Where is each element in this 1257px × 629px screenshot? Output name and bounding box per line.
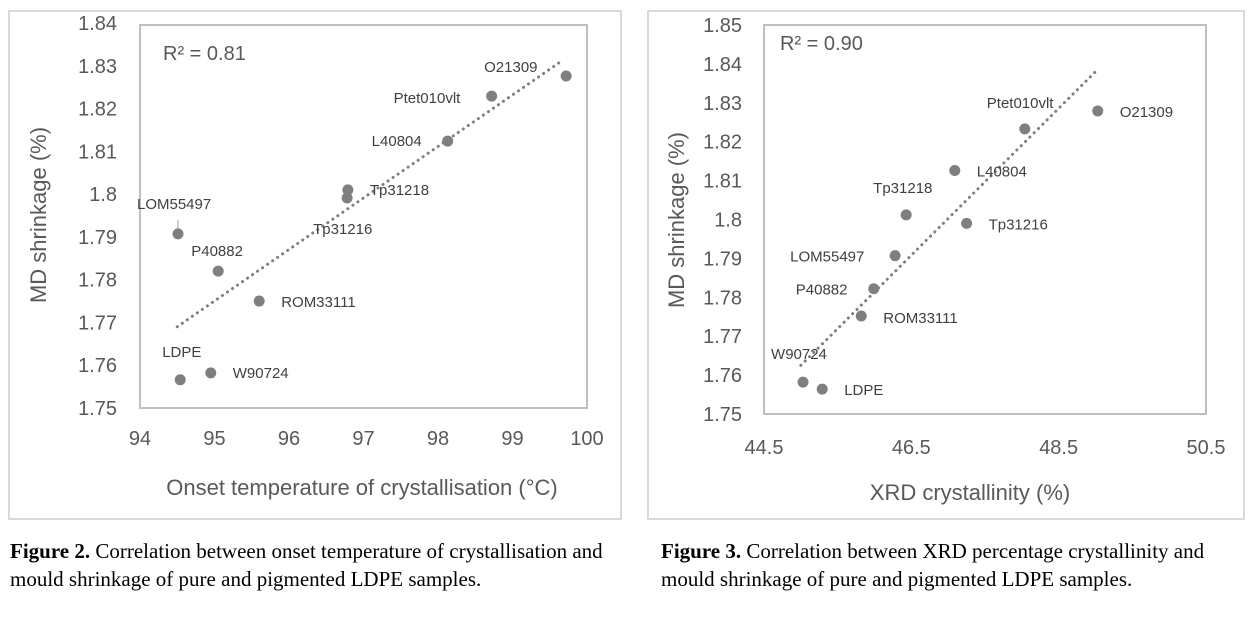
figure-3-chart <box>647 10 1245 520</box>
y-tick-label: 1.79 <box>703 248 742 270</box>
data-label: ROM33111 <box>281 294 355 311</box>
x-tick-label: 96 <box>278 428 300 450</box>
data-point <box>205 367 217 379</box>
data-point <box>1019 123 1031 135</box>
figure-2-chart <box>8 10 622 520</box>
figure-3-caption: Figure 3. Correlation between XRD percen… <box>661 537 1257 593</box>
data-point <box>172 228 184 240</box>
data-point <box>342 184 354 196</box>
plot-area-frame <box>763 24 1207 415</box>
data-label: L40804 <box>977 163 1027 180</box>
data-label: Tp31216 <box>989 216 1048 233</box>
x-tick-label: 94 <box>129 428 151 450</box>
y-tick-label: 1.81 <box>78 141 117 163</box>
x-tick-label: 97 <box>352 428 374 450</box>
y-tick-label: 1.77 <box>703 326 742 348</box>
y-tick-label: 1.82 <box>78 99 117 121</box>
data-point <box>486 90 498 102</box>
y-tick-label: 1.83 <box>78 56 117 78</box>
y-tick-label: 1.77 <box>78 312 117 334</box>
y-tick-label: 1.78 <box>78 270 117 292</box>
data-label: LOM55497 <box>137 196 211 213</box>
data-label: Tp31216 <box>313 221 372 238</box>
data-point <box>816 383 828 395</box>
data-label: Tp31218 <box>873 180 932 197</box>
figure-2-plot: 1.75 1.76 1.77 1.78 1.79 1.8 1.81 1.82 1.83 1.84 9… <box>26 13 604 500</box>
r-squared-annotation: R² = 0.81 <box>163 43 246 65</box>
y-tick-label: 1.75 <box>78 398 117 420</box>
y-tick-label: 1.81 <box>703 171 742 193</box>
x-tick-label: 48.5 <box>1039 437 1078 459</box>
y-tick-label: 1.8 <box>89 184 117 206</box>
data-point <box>961 217 973 229</box>
x-tick-label: 95 <box>203 428 225 450</box>
data-label: O21309 <box>1120 104 1173 121</box>
x-axis-title: Onset temperature of crystallisation (°C… <box>166 475 558 500</box>
data-point <box>174 374 186 386</box>
data-point <box>868 283 880 295</box>
figure-3-caption-text: Correlation between XRD percentage cryst… <box>661 539 1205 591</box>
x-tick-label: 98 <box>427 428 449 450</box>
y-axis-title: MD shrinkage (%) <box>26 127 51 303</box>
data-point <box>855 310 867 322</box>
x-tick-label: 99 <box>501 428 523 450</box>
data-point <box>797 376 809 388</box>
y-tick-label: 1.84 <box>78 13 117 35</box>
x-tick-label: 46.5 <box>892 437 931 459</box>
y-tick-label: 1.78 <box>703 287 742 309</box>
data-label: ROM33111 <box>883 310 957 327</box>
y-tick-label: 1.83 <box>703 93 742 115</box>
data-point <box>949 164 961 176</box>
trendline <box>175 60 563 329</box>
figure-2-caption: Figure 2. Correlation between onset temp… <box>10 537 610 593</box>
y-axis-title: MD shrinkage (%) <box>664 132 689 308</box>
y-tick-label: 1.85 <box>703 15 742 37</box>
data-label: P40882 <box>191 243 243 260</box>
y-tick-label: 1.8 <box>714 210 742 232</box>
y-tick-label: 1.75 <box>703 404 742 426</box>
data-label: L40804 <box>372 133 422 150</box>
y-tick-label: 1.76 <box>78 355 117 377</box>
y-tick-label: 1.76 <box>703 365 742 387</box>
data-point <box>900 209 912 221</box>
data-label: W90724 <box>233 365 289 382</box>
data-label: P40882 <box>796 282 848 299</box>
figure-3-plot: 1.75 1.76 1.77 1.78 1.79 1.8 1.81 1.82 1.83 1.84 1… <box>664 15 1225 505</box>
data-label: W90724 <box>771 346 827 363</box>
data-label: LDPE <box>162 344 201 361</box>
data-point <box>212 265 224 277</box>
data-point <box>253 295 265 307</box>
plot-area-frame <box>139 24 588 409</box>
y-tick-label: 1.84 <box>703 54 742 76</box>
x-tick-label: 44.5 <box>745 437 784 459</box>
figure-3-caption-label: Figure 3. <box>661 539 742 563</box>
x-tick-label: 50.5 <box>1187 437 1226 459</box>
y-tick-label: 1.79 <box>78 227 117 249</box>
data-point <box>341 192 353 204</box>
x-tick-label: 100 <box>570 428 603 450</box>
data-point <box>889 250 901 262</box>
data-label: LDPE <box>844 382 883 399</box>
r-squared-annotation: R² = 0.90 <box>780 33 863 55</box>
data-point <box>1092 105 1104 117</box>
data-point <box>442 135 454 147</box>
data-label: O21309 <box>484 59 537 76</box>
data-label: LOM55497 <box>790 249 864 266</box>
data-label: Ptet010vlt <box>987 95 1055 112</box>
y-tick-label: 1.82 <box>703 132 742 154</box>
trendline <box>799 70 1097 367</box>
figure-2-caption-label: Figure 2. <box>10 539 91 563</box>
data-point <box>560 70 572 82</box>
data-label: Tp31218 <box>370 182 429 199</box>
figure-2-caption-text: Correlation between onset temperature of… <box>10 539 603 591</box>
x-axis-title: XRD crystallinity (%) <box>870 480 1070 505</box>
data-label: Ptet010vlt <box>394 90 462 107</box>
